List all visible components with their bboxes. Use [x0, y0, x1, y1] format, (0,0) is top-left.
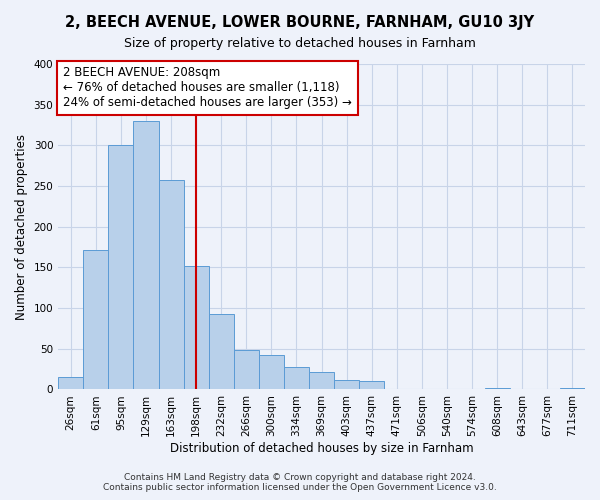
Bar	[109, 146, 133, 390]
Y-axis label: Number of detached properties: Number of detached properties	[15, 134, 28, 320]
Bar	[158, 180, 184, 390]
Bar	[560, 388, 585, 390]
Bar	[359, 382, 385, 390]
Bar	[234, 350, 259, 390]
Bar	[334, 380, 359, 390]
Bar	[284, 368, 309, 390]
Bar	[83, 250, 109, 390]
Text: Size of property relative to detached houses in Farnham: Size of property relative to detached ho…	[124, 38, 476, 51]
Bar	[133, 121, 158, 390]
Bar	[485, 388, 510, 390]
Bar	[309, 372, 334, 390]
X-axis label: Distribution of detached houses by size in Farnham: Distribution of detached houses by size …	[170, 442, 473, 455]
Text: 2, BEECH AVENUE, LOWER BOURNE, FARNHAM, GU10 3JY: 2, BEECH AVENUE, LOWER BOURNE, FARNHAM, …	[65, 15, 535, 30]
Bar	[184, 266, 209, 390]
Text: 2 BEECH AVENUE: 208sqm
← 76% of detached houses are smaller (1,118)
24% of semi-: 2 BEECH AVENUE: 208sqm ← 76% of detached…	[63, 66, 352, 110]
Text: Contains HM Land Registry data © Crown copyright and database right 2024.
Contai: Contains HM Land Registry data © Crown c…	[103, 473, 497, 492]
Bar	[58, 378, 83, 390]
Bar	[209, 314, 234, 390]
Bar	[259, 356, 284, 390]
